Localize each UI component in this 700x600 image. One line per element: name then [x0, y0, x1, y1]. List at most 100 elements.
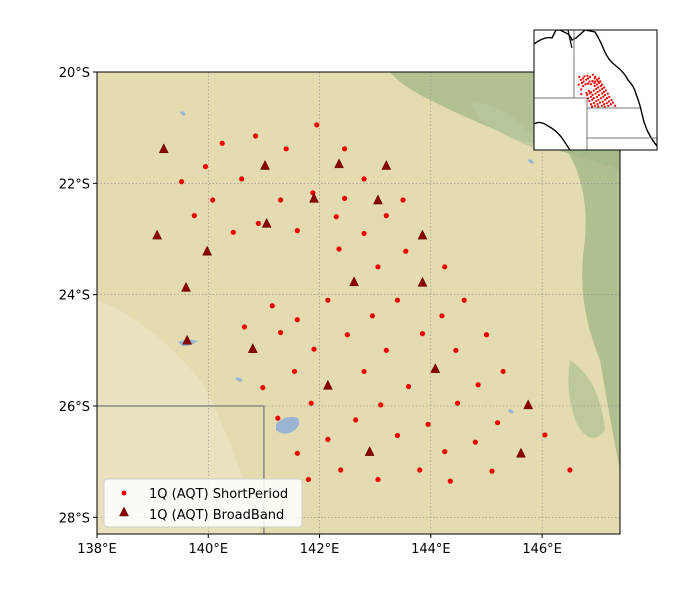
x-axis-ticks: 138°E 140°E 142°E 144°E 146°E	[77, 534, 562, 557]
shortperiod-station-21	[336, 246, 342, 252]
shortperiod-station-38	[383, 347, 389, 353]
shortperiod-station-0	[314, 122, 320, 128]
shortperiod-station-47	[378, 402, 384, 408]
shortperiod-station-17	[255, 220, 261, 227]
inset-station-11	[588, 80, 591, 83]
inset-station-37	[591, 93, 594, 96]
broadband-station-14	[247, 343, 258, 353]
inset-station-83	[610, 98, 613, 101]
broadband-station-4	[309, 192, 319, 203]
broadband-station-2	[334, 158, 344, 169]
shortperiod-station-49	[275, 415, 281, 421]
shortperiod-station-48	[454, 400, 461, 406]
shortperiod-station-5	[202, 164, 209, 170]
inset-station-78	[580, 88, 583, 91]
inset-station-66	[578, 75, 581, 78]
shortperiod-station-62	[567, 467, 573, 473]
shortperiod-station-25	[325, 297, 331, 303]
inset-stations	[577, 73, 617, 108]
inset-station-75	[582, 85, 585, 88]
shortperiod-station-27	[461, 297, 467, 303]
y-tick-label-3: 26°S	[59, 400, 90, 415]
broadband-station-18	[364, 446, 375, 456]
inset-station-21	[593, 84, 596, 87]
inset-station-41	[595, 95, 599, 98]
shortperiod-station-32	[241, 324, 248, 330]
shortperiod-station-7	[178, 179, 185, 185]
shortperiod-station-28	[269, 303, 275, 309]
inset-station-82	[592, 97, 595, 100]
inset-station-70	[591, 80, 594, 83]
shortperiod-station-45	[260, 385, 266, 391]
inset-station-79	[580, 93, 583, 96]
inset-coastline	[534, 30, 657, 147]
broadband-station-6	[261, 217, 272, 228]
shortperiod-station-44	[475, 382, 481, 388]
inset-station-80	[586, 93, 589, 96]
inset-station-20	[595, 83, 599, 86]
inset-station-36	[606, 92, 609, 95]
inset-station-64	[597, 105, 600, 108]
shortperiod-station-6	[239, 176, 245, 182]
legend-broadband-marker	[119, 506, 129, 517]
x-tick-label-1: 140°E	[189, 542, 229, 557]
basemap-vegetation-southeast	[568, 360, 605, 438]
inset-station-58	[603, 103, 606, 106]
inset-station-49	[588, 100, 591, 103]
shortperiod-station-10	[210, 197, 216, 203]
shortperiod-station-46	[308, 400, 314, 406]
legend-box	[103, 478, 303, 528]
inset-station-73	[577, 83, 580, 86]
shortperiod-station-13	[400, 197, 406, 203]
broadband-station-7	[152, 229, 162, 240]
inset-station-81	[602, 95, 605, 98]
shortperiod-station-39	[453, 347, 459, 353]
y-tick-label-2: 24°S	[59, 289, 90, 304]
shortperiod-stations	[178, 122, 573, 484]
shortperiod-station-55	[325, 436, 331, 442]
broadband-station-8	[417, 229, 428, 240]
x-tick-label-2: 142°E	[300, 542, 340, 557]
inset-station-44	[605, 97, 609, 100]
legend-shortperiod-marker	[121, 490, 127, 496]
shortperiod-station-30	[369, 313, 376, 319]
broadband-station-15	[430, 363, 441, 373]
shortperiod-station-18	[230, 229, 236, 235]
inset-station-26	[598, 89, 602, 92]
inset-station-76	[594, 87, 598, 90]
inset-station-13	[599, 80, 602, 83]
inset-station-50	[595, 100, 598, 103]
shortperiod-station-11	[278, 197, 284, 203]
inset-station-31	[602, 90, 605, 93]
inset-station-42	[608, 95, 611, 98]
inset-station-38	[597, 93, 601, 97]
inset-frame	[533, 29, 658, 151]
inset-station-27	[604, 89, 607, 92]
inset-station-10	[582, 80, 585, 83]
inset-station-30	[596, 90, 599, 93]
broadband-station-0	[158, 143, 169, 154]
shortperiod-station-14	[191, 213, 197, 219]
inset-station-5	[581, 77, 585, 80]
shortperiod-station-63	[305, 476, 312, 483]
basemap-light-desert	[97, 300, 260, 534]
shortperiod-station-40	[291, 368, 298, 375]
shortperiod-station-33	[278, 329, 284, 336]
inset-station-19	[589, 83, 593, 86]
inset-station-28	[587, 89, 590, 93]
inset-station-25	[592, 89, 595, 92]
inset-station-8	[595, 78, 599, 81]
inset-station-0	[591, 73, 594, 76]
inset-station-51	[607, 100, 610, 103]
inset-station-56	[605, 102, 608, 105]
inset-station-35	[601, 92, 604, 95]
inset-station-57	[589, 103, 593, 106]
inset-station-33	[588, 92, 591, 95]
inset-station-3	[588, 75, 592, 78]
legend-broadband-label: 1Q (AQT) BroadBand	[149, 508, 284, 523]
broadband-station-1	[260, 159, 270, 170]
shortperiod-station-51	[494, 420, 501, 426]
broadband-station-3	[381, 159, 392, 170]
inset-station-69	[597, 77, 601, 80]
shortperiod-station-54	[542, 432, 548, 438]
